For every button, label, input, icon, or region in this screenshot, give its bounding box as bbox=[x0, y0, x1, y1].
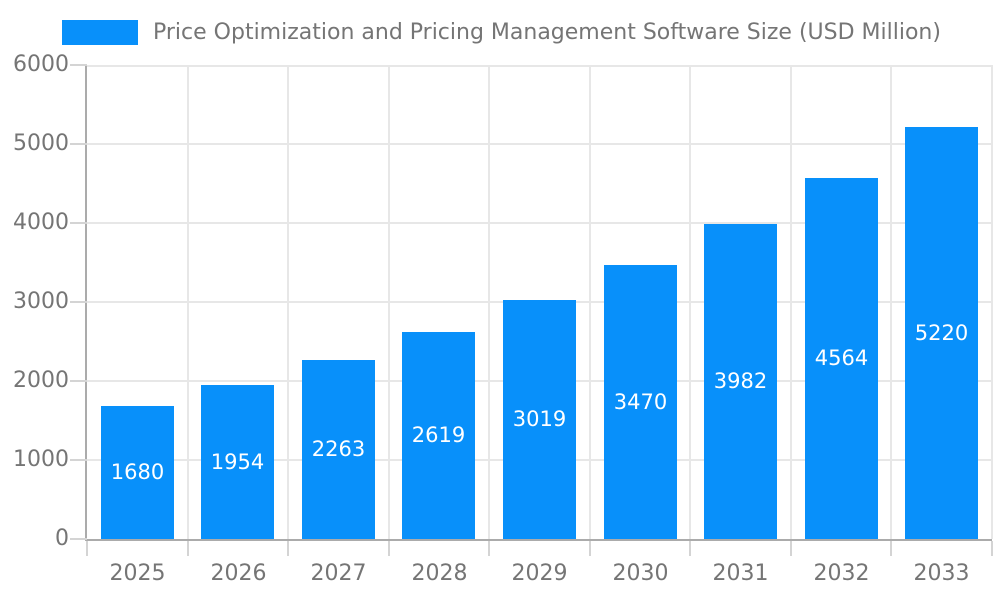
bar[interactable]: 1680 bbox=[101, 406, 174, 539]
bar-value-label: 4564 bbox=[814, 346, 869, 370]
bar-value-label: 2619 bbox=[411, 423, 466, 447]
x-axis-label: 2027 bbox=[310, 561, 367, 586]
y-axis-tick bbox=[70, 64, 87, 66]
y-axis-tick bbox=[70, 143, 87, 145]
x-axis-label: 2031 bbox=[712, 561, 769, 586]
x-axis-label: 2025 bbox=[109, 561, 166, 586]
x-axis-label: 2033 bbox=[913, 561, 970, 586]
y-axis-tick bbox=[70, 222, 87, 224]
gridline-vertical bbox=[991, 65, 993, 539]
gridline-vertical bbox=[488, 65, 490, 539]
bar-value-label: 3019 bbox=[512, 407, 567, 431]
x-axis-tick bbox=[388, 541, 390, 556]
y-axis-tick bbox=[70, 380, 87, 382]
bar-value-label: 2263 bbox=[311, 437, 366, 461]
x-axis-label: 2028 bbox=[411, 561, 468, 586]
x-axis-tick bbox=[86, 541, 88, 556]
x-axis-tick bbox=[790, 541, 792, 556]
x-axis-tick bbox=[689, 541, 691, 556]
y-axis-label: 3000 bbox=[13, 289, 69, 314]
legend-swatch[interactable] bbox=[62, 20, 138, 45]
x-axis-tick bbox=[187, 541, 189, 556]
y-axis-label: 4000 bbox=[13, 210, 69, 235]
gridline-horizontal bbox=[87, 65, 992, 67]
bar[interactable]: 2263 bbox=[302, 360, 375, 539]
gridline-vertical bbox=[689, 65, 691, 539]
gridline-vertical bbox=[790, 65, 792, 539]
x-axis-label: 2032 bbox=[813, 561, 870, 586]
bar-value-label: 1680 bbox=[110, 460, 165, 484]
x-axis-label: 2030 bbox=[612, 561, 669, 586]
y-axis-label: 6000 bbox=[13, 52, 69, 77]
bar[interactable]: 5220 bbox=[905, 127, 978, 539]
y-axis-label: 0 bbox=[55, 526, 69, 551]
x-axis-tick bbox=[890, 541, 892, 556]
y-axis-label: 1000 bbox=[13, 447, 69, 472]
x-axis-tick bbox=[589, 541, 591, 556]
bar-value-label: 3982 bbox=[713, 369, 768, 393]
gridline-vertical bbox=[187, 65, 189, 539]
gridline-vertical bbox=[388, 65, 390, 539]
bar-value-label: 1954 bbox=[210, 449, 265, 474]
x-axis-tick bbox=[488, 541, 490, 556]
bar[interactable]: 2619 bbox=[402, 332, 475, 539]
x-axis-label: 2029 bbox=[511, 561, 568, 586]
x-axis-label: 2026 bbox=[210, 561, 267, 586]
bar[interactable]: 3982 bbox=[704, 224, 777, 539]
bar-value-label: 5220 bbox=[914, 320, 969, 345]
gridline-vertical bbox=[890, 65, 892, 539]
gridline-vertical bbox=[287, 65, 289, 539]
y-axis-tick bbox=[70, 301, 87, 303]
x-axis-tick bbox=[287, 541, 289, 556]
bar[interactable]: 4564 bbox=[805, 178, 878, 539]
legend[interactable]: Price Optimization and Pricing Managemen… bbox=[62, 20, 941, 45]
y-axis-label: 5000 bbox=[13, 131, 69, 156]
y-axis-label: 2000 bbox=[13, 368, 69, 393]
y-axis-tick bbox=[70, 459, 87, 461]
bar-value-label: 3470 bbox=[613, 389, 668, 414]
y-axis-tick bbox=[70, 538, 87, 540]
legend-label: Price Optimization and Pricing Managemen… bbox=[153, 20, 941, 45]
gridline-horizontal bbox=[87, 143, 992, 145]
gridline-horizontal bbox=[87, 222, 992, 224]
plot-area: 1680 1954 2263 2619 3019 3470 3982 4564 5220 bbox=[85, 65, 993, 541]
bar[interactable]: 3019 bbox=[503, 300, 576, 539]
bar[interactable]: 3470 bbox=[604, 265, 677, 539]
x-axis-tick bbox=[991, 541, 993, 556]
gridline-vertical bbox=[589, 65, 591, 539]
bar[interactable]: 1954 bbox=[201, 385, 274, 539]
